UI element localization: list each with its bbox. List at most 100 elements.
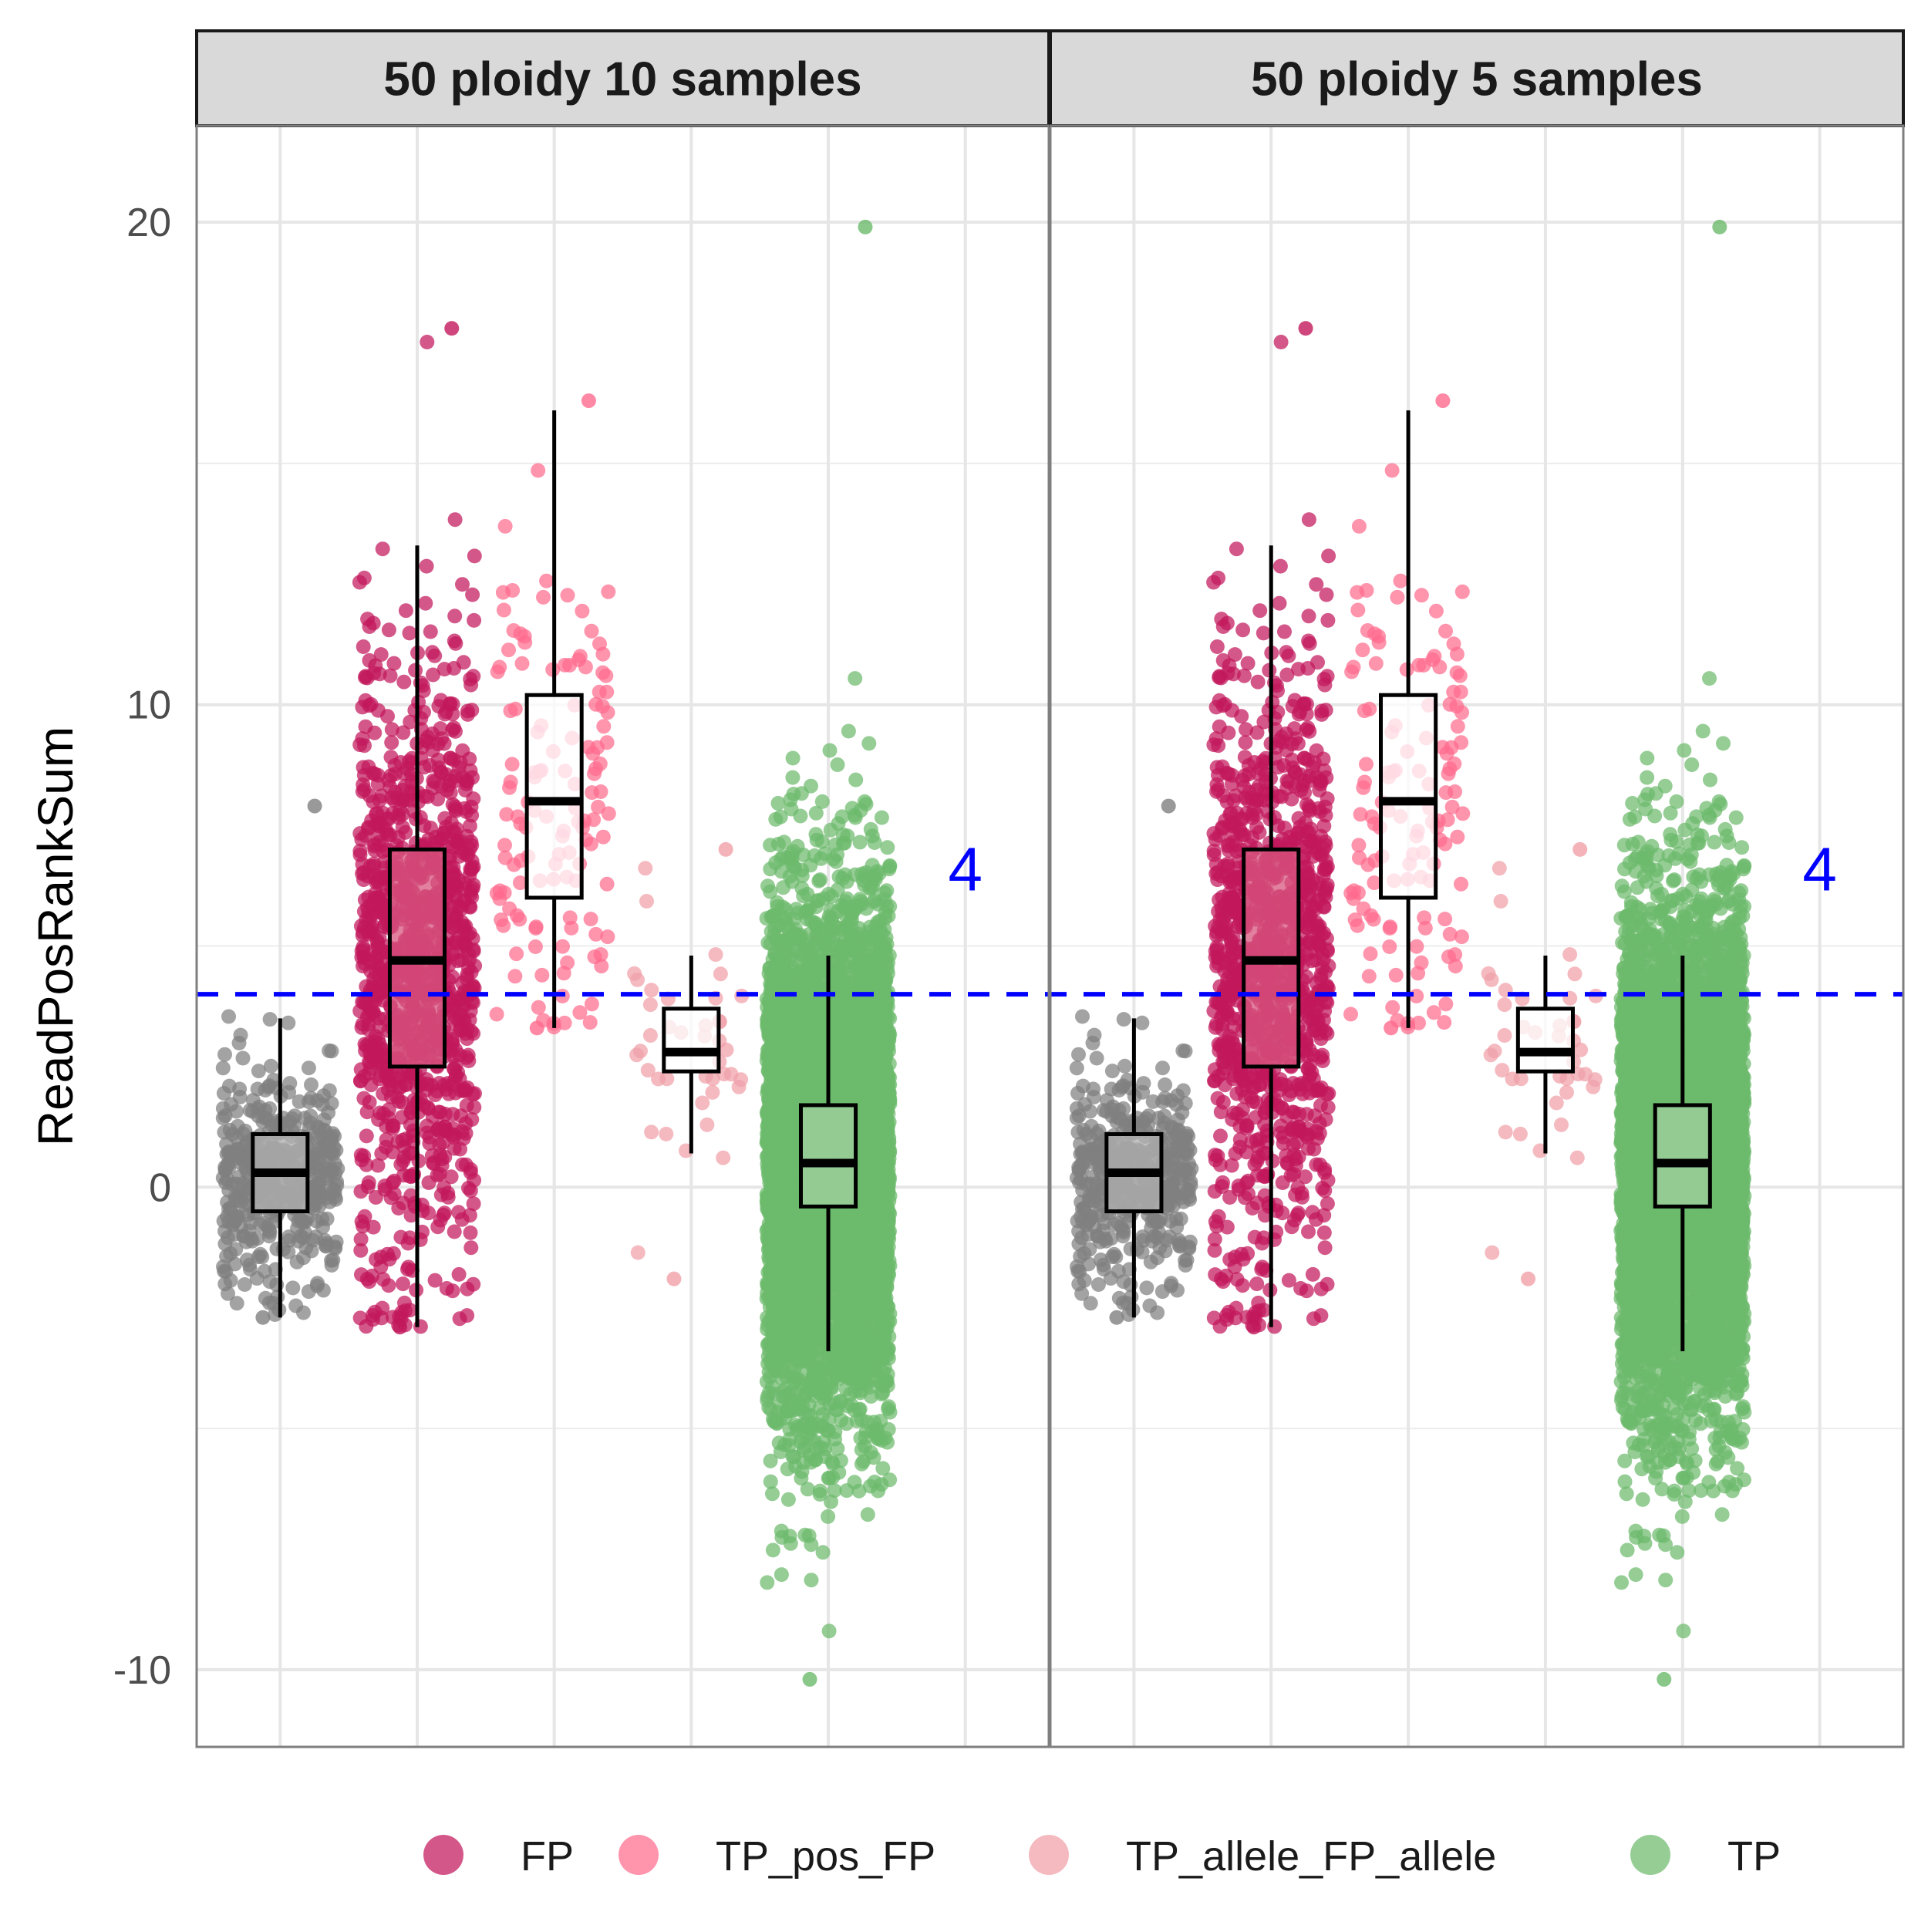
data-point: [288, 1108, 302, 1123]
data-point: [600, 877, 615, 892]
data-point: [467, 548, 482, 563]
data-point: [308, 799, 322, 814]
data-point: [466, 669, 480, 683]
data-point: [733, 1072, 748, 1087]
data-point: [501, 642, 516, 657]
data-point: [357, 956, 372, 971]
data-point: [446, 1283, 460, 1298]
data-point: [448, 1086, 463, 1101]
data-point: [388, 758, 403, 773]
data-point: [262, 1296, 277, 1310]
data-point: [427, 649, 442, 663]
data-point: [505, 757, 520, 771]
data-point: [217, 1086, 231, 1101]
data-point: [433, 1148, 447, 1162]
data-point: [458, 893, 473, 908]
data-point: [217, 1236, 232, 1251]
data-point: [508, 702, 523, 716]
data-point: [381, 1278, 396, 1293]
data-point: [490, 1007, 504, 1022]
data-point: [457, 1131, 471, 1146]
data-point: [217, 1047, 232, 1062]
data-point: [490, 665, 505, 679]
data-point: [841, 724, 856, 739]
data-point: [310, 1279, 325, 1293]
data-point: [382, 622, 396, 637]
data-point: [447, 1062, 462, 1077]
data-point: [439, 820, 453, 835]
data-point: [463, 1162, 478, 1177]
data-point: [643, 1028, 658, 1043]
data-point: [452, 1267, 467, 1282]
data-point: [431, 699, 446, 713]
data-point: [264, 1059, 278, 1074]
data-point: [393, 1320, 407, 1334]
data-point: [327, 1182, 342, 1197]
data-point: [644, 983, 659, 997]
data-point: [497, 838, 512, 852]
data-point: [356, 639, 371, 654]
data-point: [563, 910, 578, 925]
data-point: [382, 1102, 396, 1117]
data-point: [367, 726, 382, 740]
data-point: [221, 1010, 236, 1024]
data-point: [594, 959, 608, 973]
data-point: [441, 1190, 456, 1205]
data-point: [823, 743, 838, 758]
data-point: [230, 1296, 244, 1310]
data-point: [713, 966, 728, 981]
data-point: [639, 894, 654, 909]
data-point: [585, 996, 599, 1011]
data-point: [555, 939, 570, 954]
data-point: [504, 775, 518, 790]
data-point: [584, 912, 598, 926]
data-point: [396, 783, 410, 797]
data-point: [373, 1068, 388, 1083]
data-point: [372, 666, 387, 681]
data-point: [428, 1273, 443, 1288]
data-point: [362, 653, 377, 668]
data-point: [258, 1083, 273, 1097]
data-point: [699, 1118, 714, 1132]
data-point: [371, 984, 386, 999]
data-point: [369, 1190, 383, 1205]
data-point: [221, 1202, 236, 1216]
data-point: [705, 1085, 720, 1100]
data-point: [539, 574, 554, 588]
data-point: [438, 1107, 453, 1121]
data-point: [436, 1135, 450, 1150]
data-point: [581, 393, 596, 408]
data-point: [308, 1229, 323, 1244]
data-point: [281, 1245, 295, 1259]
data-point: [447, 833, 462, 848]
data-point: [517, 636, 532, 650]
data-point: [381, 1083, 396, 1097]
data-point: [393, 1230, 408, 1245]
data-point: [312, 1121, 326, 1136]
data-point: [822, 1623, 837, 1638]
data-point: [585, 785, 599, 800]
data-point: [720, 1043, 734, 1057]
data-point: [536, 590, 551, 605]
data-point: [324, 1133, 339, 1148]
data-point: [853, 835, 868, 850]
data-point: [561, 588, 575, 602]
data-point: [352, 575, 367, 590]
data-point: [216, 1111, 231, 1125]
data-point: [369, 1048, 384, 1063]
data-point: [366, 616, 381, 631]
data-point: [372, 793, 387, 808]
data-point: [420, 559, 434, 574]
data-point: [599, 685, 614, 700]
data-point: [586, 812, 601, 827]
data-point: [221, 1158, 235, 1172]
data-point: [422, 1175, 436, 1190]
data-point: [463, 926, 477, 941]
data-point: [463, 1240, 478, 1255]
data-point: [633, 1044, 648, 1058]
data-point: [460, 707, 475, 722]
data-point: [596, 830, 611, 845]
data-point: [572, 1005, 587, 1020]
